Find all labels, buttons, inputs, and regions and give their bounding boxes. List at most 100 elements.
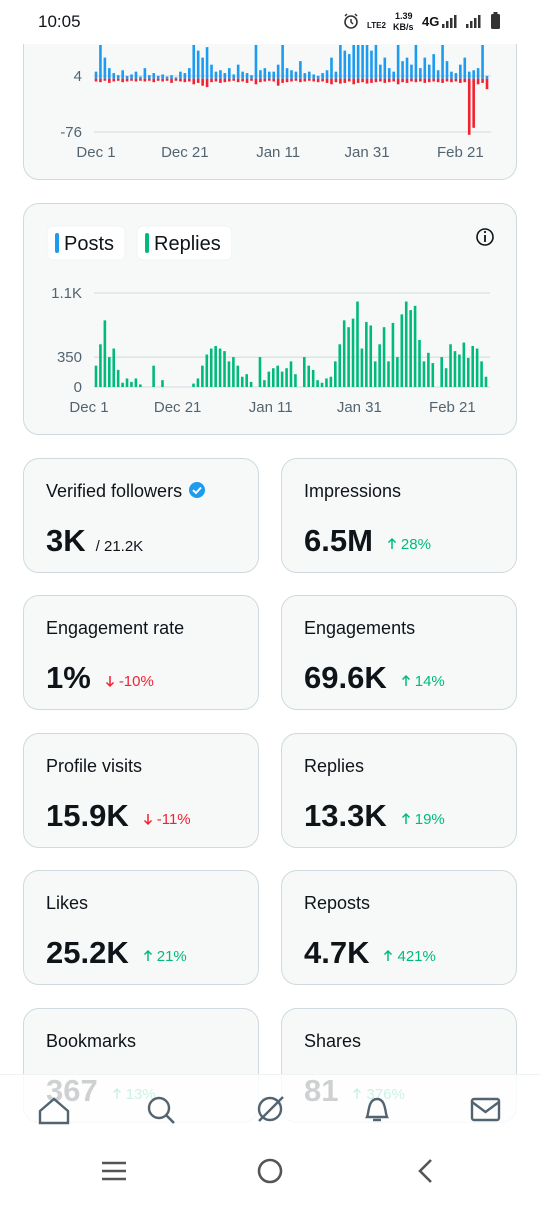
bar [294,374,297,387]
bar [94,71,98,79]
bar [299,78,302,83]
bar [360,348,364,387]
stat-label: Impressions [304,481,401,502]
stat-label-text: Engagements [304,618,416,638]
stat-label-text: Shares [304,1031,362,1051]
stat-card: Reposts 4.7K 421% [281,870,517,985]
bar [463,78,467,83]
bar [121,382,124,387]
bar [112,78,116,82]
speed: 1.39 [395,11,413,21]
bar [307,78,311,81]
bar [396,78,400,85]
stat-value-row: 15.9K -11% [46,798,191,834]
x-tick-label: Dec 21 [161,144,209,161]
legend-item[interactable] [136,225,233,261]
bar [170,75,173,79]
bar [404,301,408,387]
messages-tab[interactable] [470,1097,501,1122]
legend-item[interactable] [46,225,126,261]
bar [125,378,129,387]
bar [161,380,164,387]
stat-change: 421% [383,948,436,965]
bar [201,78,204,86]
stat-change-text: 19% [414,810,445,828]
bar [240,376,244,387]
verified-badge [189,482,206,498]
bar [161,74,164,79]
legend-swatch [55,233,59,253]
home-tab[interactable] [38,1097,70,1125]
trend-arrow [401,812,410,824]
bar [139,384,142,387]
bar [347,54,351,79]
bar [378,344,381,387]
home-button[interactable] [257,1158,283,1184]
bar [148,75,151,79]
bar [307,365,311,387]
bar [351,318,355,387]
x-tick-label: Dec 1 [76,144,115,161]
info-icon[interactable] [476,228,494,246]
network: 4G [422,14,440,29]
y-tick-label: 350 [57,349,82,366]
info-dot [483,230,487,234]
bar [156,75,160,79]
bar [241,71,244,79]
back-button[interactable] [418,1159,432,1183]
stat-label: Shares [304,1031,361,1052]
bar [285,78,289,83]
bar [472,78,475,128]
bar [232,357,235,387]
stat-card: Likes 25.2K 21% [23,870,259,985]
y-tick-label: -76 [60,124,82,141]
bar [316,75,320,79]
bar [94,365,98,387]
bar [236,365,240,387]
bar [383,57,387,79]
grok-tab[interactable] [257,1096,284,1122]
stat-label: Likes [46,893,88,914]
stat-label: Engagement rate [46,618,184,639]
bar [485,75,489,79]
bar [476,68,480,79]
bar [485,78,489,90]
bar [254,78,258,85]
trend-arrow [401,674,410,686]
bar [258,357,262,387]
clock: 10:05 [38,12,81,31]
stat-value-row: 3K / 21.2K [46,523,143,559]
bar [125,75,129,79]
bar [112,348,116,387]
bar [232,78,236,81]
status-bar: 10:05 LTE2 1.39 KB/s 4G [0,0,540,44]
recents-button[interactable] [102,1161,126,1181]
bar [303,78,307,82]
signal-icons [442,12,500,29]
bar [289,361,293,387]
bar [263,68,267,79]
stat-change-text: 28% [400,535,431,553]
bar [290,70,293,79]
bar [116,75,120,79]
bar [320,382,324,387]
bar [294,78,298,81]
bar [271,368,275,387]
trend-arrow [143,949,152,961]
notifications-tab[interactable] [365,1097,389,1122]
search-tab[interactable] [147,1096,175,1124]
bar [405,78,409,83]
bar [396,357,399,387]
bar [436,70,440,79]
x-tick-label: Dec 21 [154,399,202,416]
bar [280,371,284,387]
legend-label: Replies [154,233,221,255]
bar [227,78,231,82]
stat-label-text: Reposts [304,893,371,913]
stat-label: Engagements [304,618,415,639]
stat-label-text: Bookmarks [46,1031,137,1051]
bar [249,381,253,387]
bar [476,78,480,85]
nav-icons [102,1158,432,1184]
bar [152,73,156,79]
